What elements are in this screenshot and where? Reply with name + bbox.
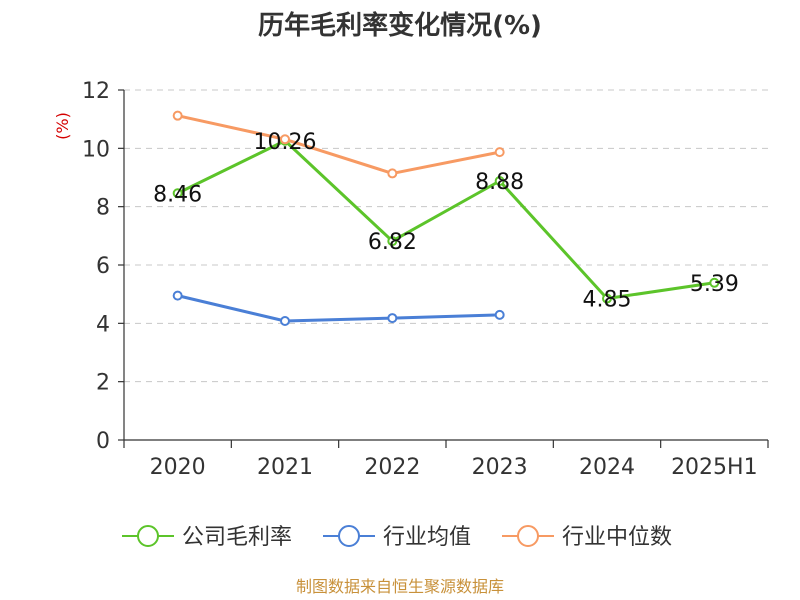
data-labels: 8.46 10.26 6.82 8.88 4.85 5.39 bbox=[153, 130, 739, 313]
data-point bbox=[494, 309, 505, 320]
data-point bbox=[602, 293, 612, 304]
data-label: 8.88 bbox=[475, 170, 524, 195]
data-label: 10.26 bbox=[254, 130, 317, 155]
y-tick-label: 10 bbox=[82, 137, 110, 162]
y-tick-label: 2 bbox=[96, 371, 110, 396]
source-note: 制图数据来自恒生聚源数据库 bbox=[296, 577, 504, 596]
y-axis-label: (%) bbox=[53, 112, 72, 140]
data-label: 8.46 bbox=[153, 182, 202, 207]
legend: 公司毛利率 行业均值 行业中位数 bbox=[122, 525, 672, 550]
y-tick-label: 12 bbox=[82, 79, 110, 104]
data-point bbox=[172, 188, 183, 199]
data-point bbox=[172, 290, 183, 301]
x-tick-label: 2020 bbox=[150, 455, 206, 480]
series-line bbox=[177, 294, 500, 323]
data-point bbox=[280, 316, 290, 326]
data-label: 4.85 bbox=[583, 288, 632, 313]
legend-label: 行业中位数 bbox=[562, 525, 672, 550]
legend-label: 公司毛利率 bbox=[182, 525, 292, 550]
x-tick-label: 2022 bbox=[364, 455, 420, 480]
x-tick-label: 2021 bbox=[257, 455, 313, 480]
y-tick-label: 6 bbox=[96, 254, 110, 279]
data-point bbox=[387, 168, 398, 179]
series-line bbox=[177, 139, 715, 301]
data-label: 5.39 bbox=[690, 272, 739, 297]
legend-label: 行业均值 bbox=[383, 525, 471, 550]
data-point bbox=[387, 313, 398, 324]
x-tick-label: 2024 bbox=[579, 455, 635, 480]
grid-lines bbox=[124, 89, 768, 383]
y-tick-label: 0 bbox=[96, 429, 110, 454]
legend-marker bbox=[338, 525, 360, 547]
data-point bbox=[280, 134, 290, 145]
chart-title: 历年毛利率变化情况(%) bbox=[258, 10, 542, 41]
data-point bbox=[172, 110, 183, 121]
data-label: 6.82 bbox=[368, 230, 417, 255]
series-layer bbox=[172, 110, 720, 326]
y-tick-label: 4 bbox=[96, 312, 110, 337]
data-point bbox=[494, 176, 505, 186]
legend-marker bbox=[137, 525, 159, 547]
data-point bbox=[709, 277, 720, 288]
axes: 0 2 4 6 8 10 12 2020 2021 2022 2023 2024 2025H1 bbox=[82, 79, 769, 480]
data-point bbox=[494, 147, 505, 158]
x-tick-label: 2025H1 bbox=[671, 455, 758, 480]
series-line bbox=[177, 114, 500, 175]
x-tick-label: 2023 bbox=[472, 455, 528, 480]
y-tick-label: 8 bbox=[96, 196, 110, 221]
data-point bbox=[387, 236, 398, 247]
legend-marker bbox=[517, 525, 539, 547]
